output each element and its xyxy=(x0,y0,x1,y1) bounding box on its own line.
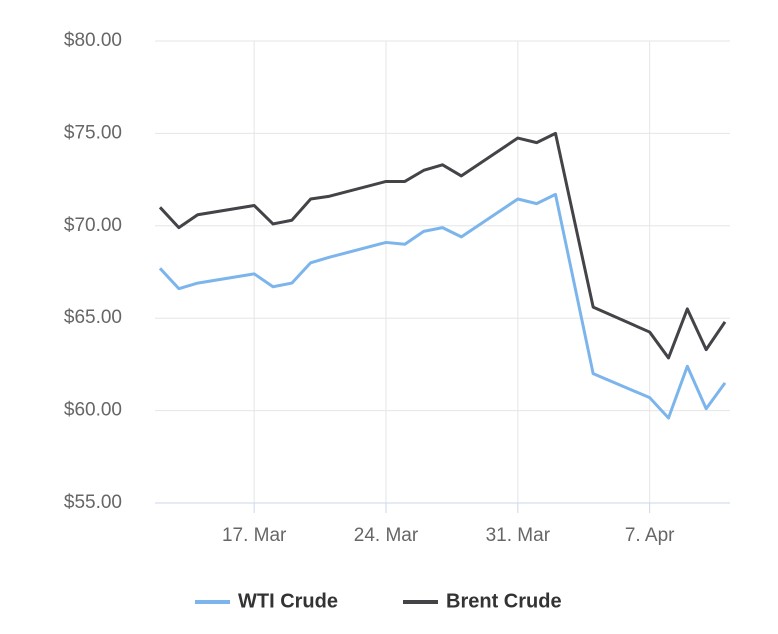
y-tick-label: $70.00 xyxy=(64,215,122,236)
y-tick-label: $80.00 xyxy=(64,30,122,51)
data-line xyxy=(158,192,727,420)
y-tick-label: $60.00 xyxy=(64,400,122,421)
y-tick-label: $65.00 xyxy=(64,307,122,328)
x-tick-label: 31. Mar xyxy=(486,525,551,546)
data-line xyxy=(158,131,727,360)
y-tick-label: $75.00 xyxy=(64,122,122,143)
x-tick-label: 17. Mar xyxy=(222,525,287,546)
y-tick-label: $55.00 xyxy=(64,492,122,513)
legend-label: WTI Crude xyxy=(238,590,338,612)
x-tick-label: 7. Apr xyxy=(625,525,675,546)
x-tick-label: 24. Mar xyxy=(354,525,419,546)
legend-label: Brent Crude xyxy=(446,590,562,612)
